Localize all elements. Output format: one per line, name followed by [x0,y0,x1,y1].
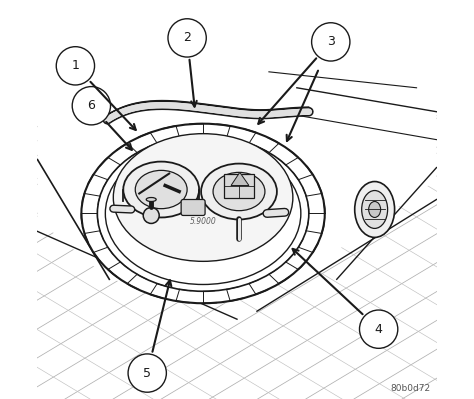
Ellipse shape [123,162,199,217]
Ellipse shape [355,182,394,237]
Ellipse shape [213,172,265,211]
Ellipse shape [146,198,156,201]
Polygon shape [231,172,249,186]
Text: 2: 2 [183,32,191,44]
Text: 80b0d72: 80b0d72 [391,384,430,393]
Ellipse shape [82,124,325,303]
Text: 5: 5 [143,367,151,379]
Polygon shape [37,0,437,299]
Circle shape [143,207,159,223]
Text: 1: 1 [72,59,79,72]
Text: 4: 4 [375,323,383,336]
Text: 5.9000: 5.9000 [190,217,217,226]
Circle shape [168,19,206,57]
Circle shape [311,23,350,61]
Text: 3: 3 [327,36,335,48]
Ellipse shape [113,134,293,261]
Ellipse shape [135,170,187,209]
Text: 6: 6 [87,99,95,112]
Ellipse shape [201,164,277,219]
Circle shape [128,354,166,392]
Circle shape [72,87,110,125]
Ellipse shape [362,191,388,228]
Circle shape [56,47,94,85]
Circle shape [359,310,398,348]
Bar [224,174,254,198]
Ellipse shape [369,201,381,217]
FancyBboxPatch shape [181,200,205,215]
